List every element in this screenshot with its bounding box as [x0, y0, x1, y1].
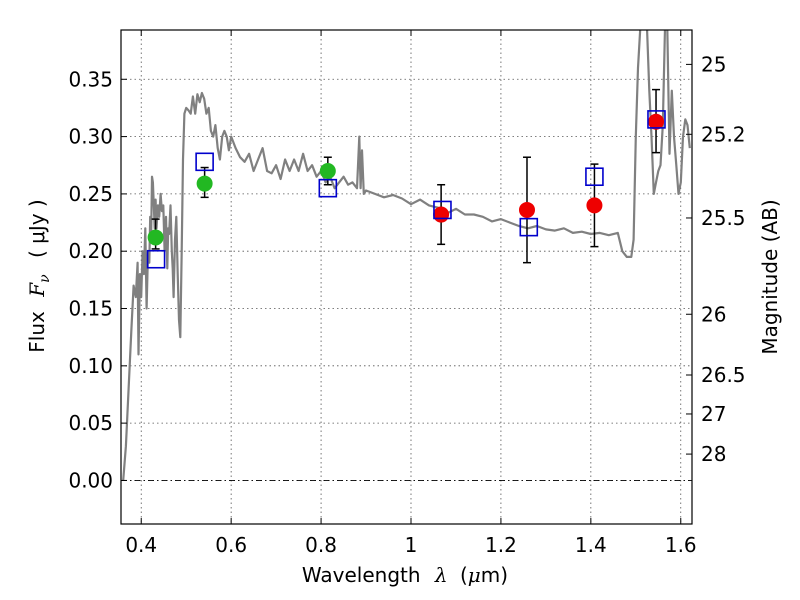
- model-photometry-square: [195, 152, 214, 172]
- y-tick-label: 0.05: [68, 411, 113, 435]
- x-axis-label-prefix: Wavelength: [302, 563, 421, 587]
- y-axis-label-unit: ( μJy ): [25, 199, 49, 258]
- model-photometry-square: [146, 249, 166, 269]
- model-sed-line: [122, 30, 691, 481]
- x-axis-label-symbol: λ: [434, 563, 448, 587]
- y2-axis-label: Magnitude (AB): [758, 199, 782, 354]
- data-point: [586, 197, 603, 214]
- data-point: [319, 162, 336, 179]
- x-tick-label: 0.8: [305, 533, 337, 557]
- plot-frame: [120, 29, 693, 525]
- y2-tick-label: 26.5: [701, 363, 746, 387]
- x-tick-label: 1.4: [575, 533, 607, 557]
- y-axis-label-subscript: ν: [37, 274, 53, 283]
- y-tick-label: 0.35: [68, 67, 113, 91]
- y2-tick-label: 25.2: [701, 122, 746, 146]
- x-tick-label: 1.2: [485, 533, 517, 557]
- model-photometry-square: [318, 178, 338, 198]
- x-tick-label: 1: [405, 533, 418, 557]
- ticks: 0.4 0.6 0.8 1 1.2 1.4 1.6 0.00 0.05 0.10 0.15 0.20 0…: [68, 30, 746, 557]
- y2-tick-label: 25.5: [701, 206, 746, 230]
- y-tick-label: 0.30: [68, 125, 113, 149]
- y-tick-label: 0.20: [68, 239, 113, 263]
- model-photometry-square: [585, 167, 604, 187]
- y2-tick-label: 26: [701, 302, 726, 326]
- y-tick-label: 0.00: [68, 468, 113, 492]
- x-axis-label-unit-open: (: [460, 563, 468, 587]
- x-axis-label: Wavelength λ (μm): [302, 563, 508, 587]
- data-point: [147, 229, 164, 246]
- y2-tick-label: 28: [701, 442, 726, 466]
- plot-area: [122, 30, 691, 481]
- y-tick-label: 0.15: [68, 297, 113, 321]
- x-tick-label: 0.6: [215, 533, 247, 557]
- data-point: [518, 201, 535, 218]
- data-point: [648, 113, 665, 130]
- y2-tick-label: 27: [701, 402, 726, 426]
- model-photometry-square: [433, 200, 452, 220]
- model-photometry-square: [647, 110, 666, 129]
- x-axis-label-unit-rest: m): [481, 563, 508, 587]
- x-axis-label-unit-mu: μ: [468, 563, 481, 587]
- y-axis-label-symbol: F: [25, 282, 49, 298]
- y-tick-label: 0.10: [68, 354, 113, 378]
- x-tick-label: 1.6: [665, 533, 697, 557]
- data-point: [196, 175, 213, 192]
- y2-tick-label: 25: [701, 52, 726, 76]
- model-photometry-square: [519, 217, 539, 237]
- y-axis-label: Flux Fν ( μJy ): [25, 199, 54, 352]
- y-axis-label-prefix: Flux: [25, 311, 49, 353]
- x-tick-label: 0.4: [125, 533, 157, 557]
- y-tick-label: 0.25: [68, 182, 113, 206]
- data-point: [433, 206, 450, 223]
